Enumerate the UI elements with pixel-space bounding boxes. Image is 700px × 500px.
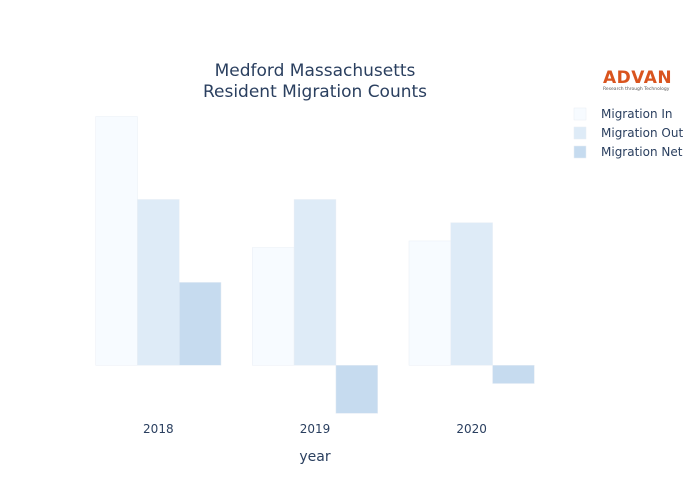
logo-wordmark: ADVAN bbox=[603, 68, 672, 88]
plot-area bbox=[95, 116, 535, 414]
bar-migration-in-2020[interactable] bbox=[408, 240, 452, 366]
bar-migration-in-2018[interactable] bbox=[95, 116, 138, 366]
x-tick-label-2019: 2019 bbox=[300, 422, 331, 436]
logo-tagline: Research through Technology bbox=[603, 86, 670, 92]
bar-migration-net-2019[interactable] bbox=[335, 365, 378, 414]
legend: Migration In Migration Out Migration Net bbox=[573, 107, 683, 159]
bar-migration-out-2019[interactable] bbox=[293, 199, 337, 366]
x-tick-label-2018: 2018 bbox=[143, 422, 174, 436]
legend-item-migration-net[interactable]: Migration Net bbox=[573, 145, 683, 159]
legend-item-migration-in[interactable]: Migration In bbox=[573, 107, 673, 121]
bar-migration-net-2020[interactable] bbox=[492, 365, 535, 384]
advan-logo: ADVAN Research through Technology bbox=[603, 68, 672, 92]
legend-label: Migration In bbox=[601, 107, 673, 121]
bar-migration-in-2019[interactable] bbox=[252, 247, 295, 366]
chart-title-line-1: Medford Massachusetts bbox=[215, 61, 416, 81]
legend-item-migration-out[interactable]: Migration Out bbox=[573, 126, 683, 140]
legend-swatch bbox=[573, 126, 587, 140]
bar-migration-out-2018[interactable] bbox=[137, 199, 180, 366]
legend-label: Migration Net bbox=[601, 145, 683, 159]
legend-swatch bbox=[573, 107, 587, 121]
legend-label: Migration Out bbox=[601, 126, 683, 140]
x-axis-ticks: 2018 2019 2020 bbox=[143, 422, 487, 436]
x-tick-label-2020: 2020 bbox=[456, 422, 487, 436]
bar-migration-out-2020[interactable] bbox=[450, 222, 493, 366]
bar-migration-net-2018[interactable] bbox=[178, 282, 222, 366]
legend-swatch bbox=[573, 145, 587, 159]
x-axis-title: year bbox=[299, 449, 330, 465]
chart-title-line-2: Resident Migration Counts bbox=[203, 82, 427, 102]
